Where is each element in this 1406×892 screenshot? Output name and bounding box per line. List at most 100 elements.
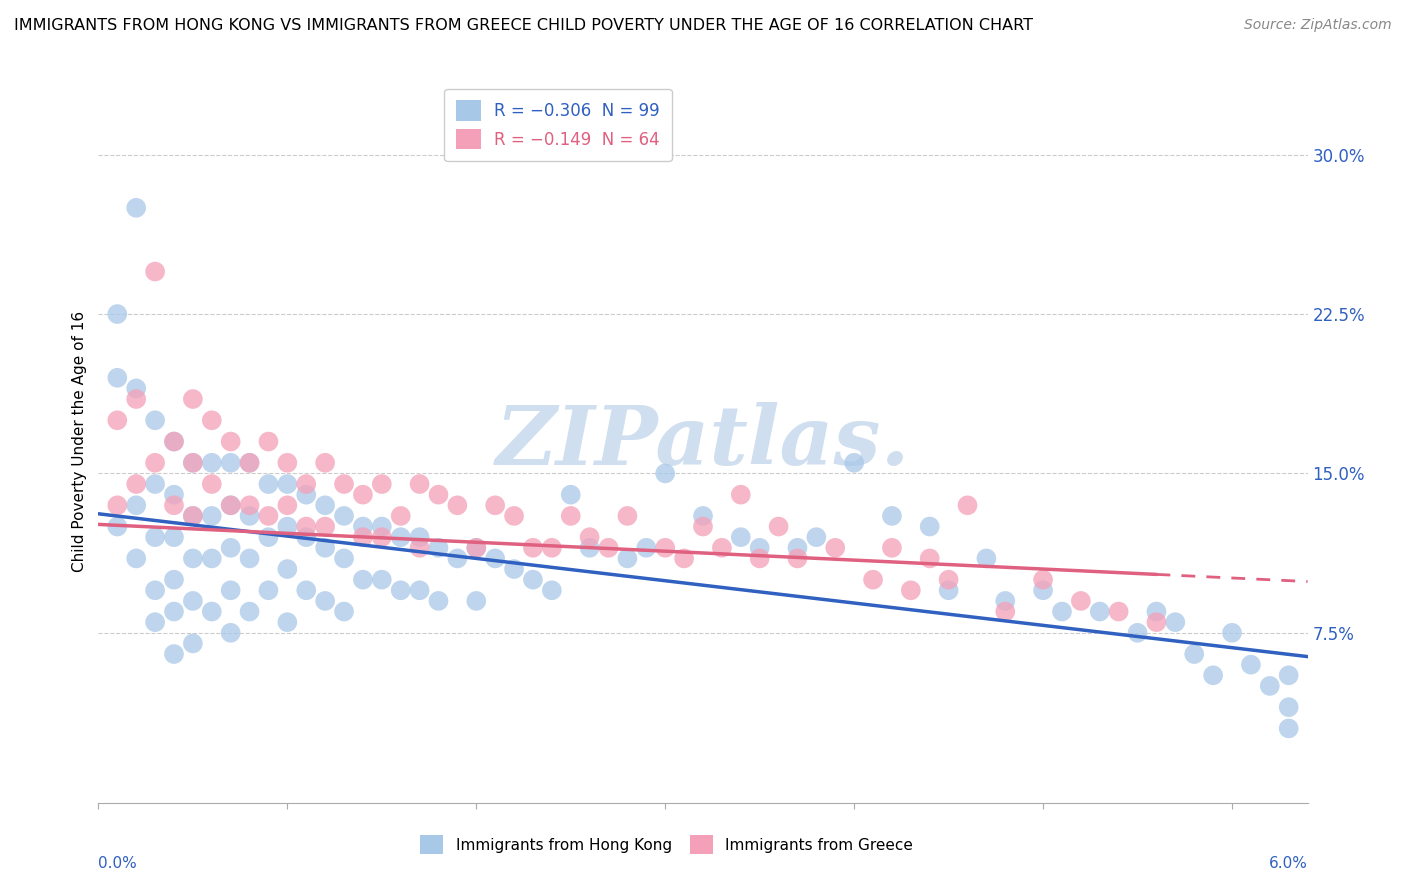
Point (768, 519, 790, 533)
Point (333, 477, 356, 491)
Point (125, 551, 148, 566)
Point (427, 594, 450, 608)
Point (654, 541, 676, 555)
Point (257, 508, 280, 523)
Point (522, 573, 544, 587)
Point (616, 508, 638, 523)
Point (730, 488, 752, 502)
Point (389, 530, 412, 544)
Point (938, 573, 960, 587)
Point (465, 541, 488, 555)
Point (389, 508, 412, 523)
Point (371, 477, 394, 491)
Point (862, 573, 884, 587)
Point (446, 498, 468, 512)
Point (1278, 722, 1301, 736)
Point (105, 498, 128, 512)
Point (239, 551, 262, 566)
Point (239, 508, 262, 523)
Point (710, 541, 733, 555)
Point (352, 573, 374, 587)
Point (219, 541, 242, 555)
Point (503, 508, 526, 523)
Point (465, 541, 488, 555)
Point (201, 477, 224, 491)
Point (163, 498, 186, 512)
Point (125, 477, 148, 491)
Point (219, 625, 242, 640)
Point (1050, 605, 1073, 619)
Point (295, 530, 318, 544)
Point (125, 201, 148, 215)
Point (427, 488, 450, 502)
Point (201, 551, 224, 566)
Point (900, 583, 922, 598)
Point (748, 541, 770, 555)
Point (143, 477, 166, 491)
Point (295, 583, 318, 598)
Point (219, 583, 242, 598)
Point (522, 541, 544, 555)
Point (408, 541, 430, 555)
Point (143, 615, 166, 630)
Point (1202, 668, 1225, 682)
Point (163, 605, 186, 619)
Point (1258, 679, 1281, 693)
Point (219, 498, 242, 512)
Point (673, 551, 696, 566)
Point (201, 456, 224, 470)
Point (1164, 615, 1187, 630)
Point (636, 541, 658, 555)
Point (824, 541, 846, 555)
Point (181, 392, 204, 406)
Point (181, 456, 204, 470)
Point (748, 551, 770, 566)
Y-axis label: Child Poverty Under the Age of 16: Child Poverty Under the Age of 16 (72, 311, 87, 572)
Point (844, 456, 866, 470)
Point (239, 605, 262, 619)
Point (314, 519, 336, 533)
Point (219, 456, 242, 470)
Point (956, 498, 979, 512)
Point (276, 615, 298, 630)
Point (143, 583, 166, 598)
Point (465, 594, 488, 608)
Point (994, 605, 1017, 619)
Point (181, 456, 204, 470)
Point (163, 647, 186, 661)
Point (333, 605, 356, 619)
Text: 6.0%: 6.0% (1268, 856, 1308, 871)
Point (786, 541, 808, 555)
Point (408, 477, 430, 491)
Point (806, 530, 828, 544)
Point (1070, 594, 1092, 608)
Point (540, 583, 562, 598)
Point (371, 530, 394, 544)
Point (560, 508, 582, 523)
Point (540, 541, 562, 555)
Point (181, 508, 204, 523)
Point (257, 583, 280, 598)
Point (1182, 647, 1205, 661)
Point (276, 477, 298, 491)
Point (125, 392, 148, 406)
Point (143, 530, 166, 544)
Point (219, 434, 242, 449)
Point (880, 541, 903, 555)
Point (1108, 605, 1130, 619)
Point (389, 583, 412, 598)
Text: Source: ZipAtlas.com: Source: ZipAtlas.com (1244, 18, 1392, 32)
Point (578, 530, 600, 544)
Point (333, 508, 356, 523)
Point (201, 413, 224, 427)
Point (1146, 605, 1168, 619)
Point (1032, 583, 1054, 598)
Point (1126, 625, 1149, 640)
Point (295, 477, 318, 491)
Point (560, 488, 582, 502)
Point (295, 488, 318, 502)
Point (408, 530, 430, 544)
Point (484, 551, 506, 566)
Point (105, 307, 128, 321)
Text: ZIPatlas.: ZIPatlas. (496, 401, 910, 482)
